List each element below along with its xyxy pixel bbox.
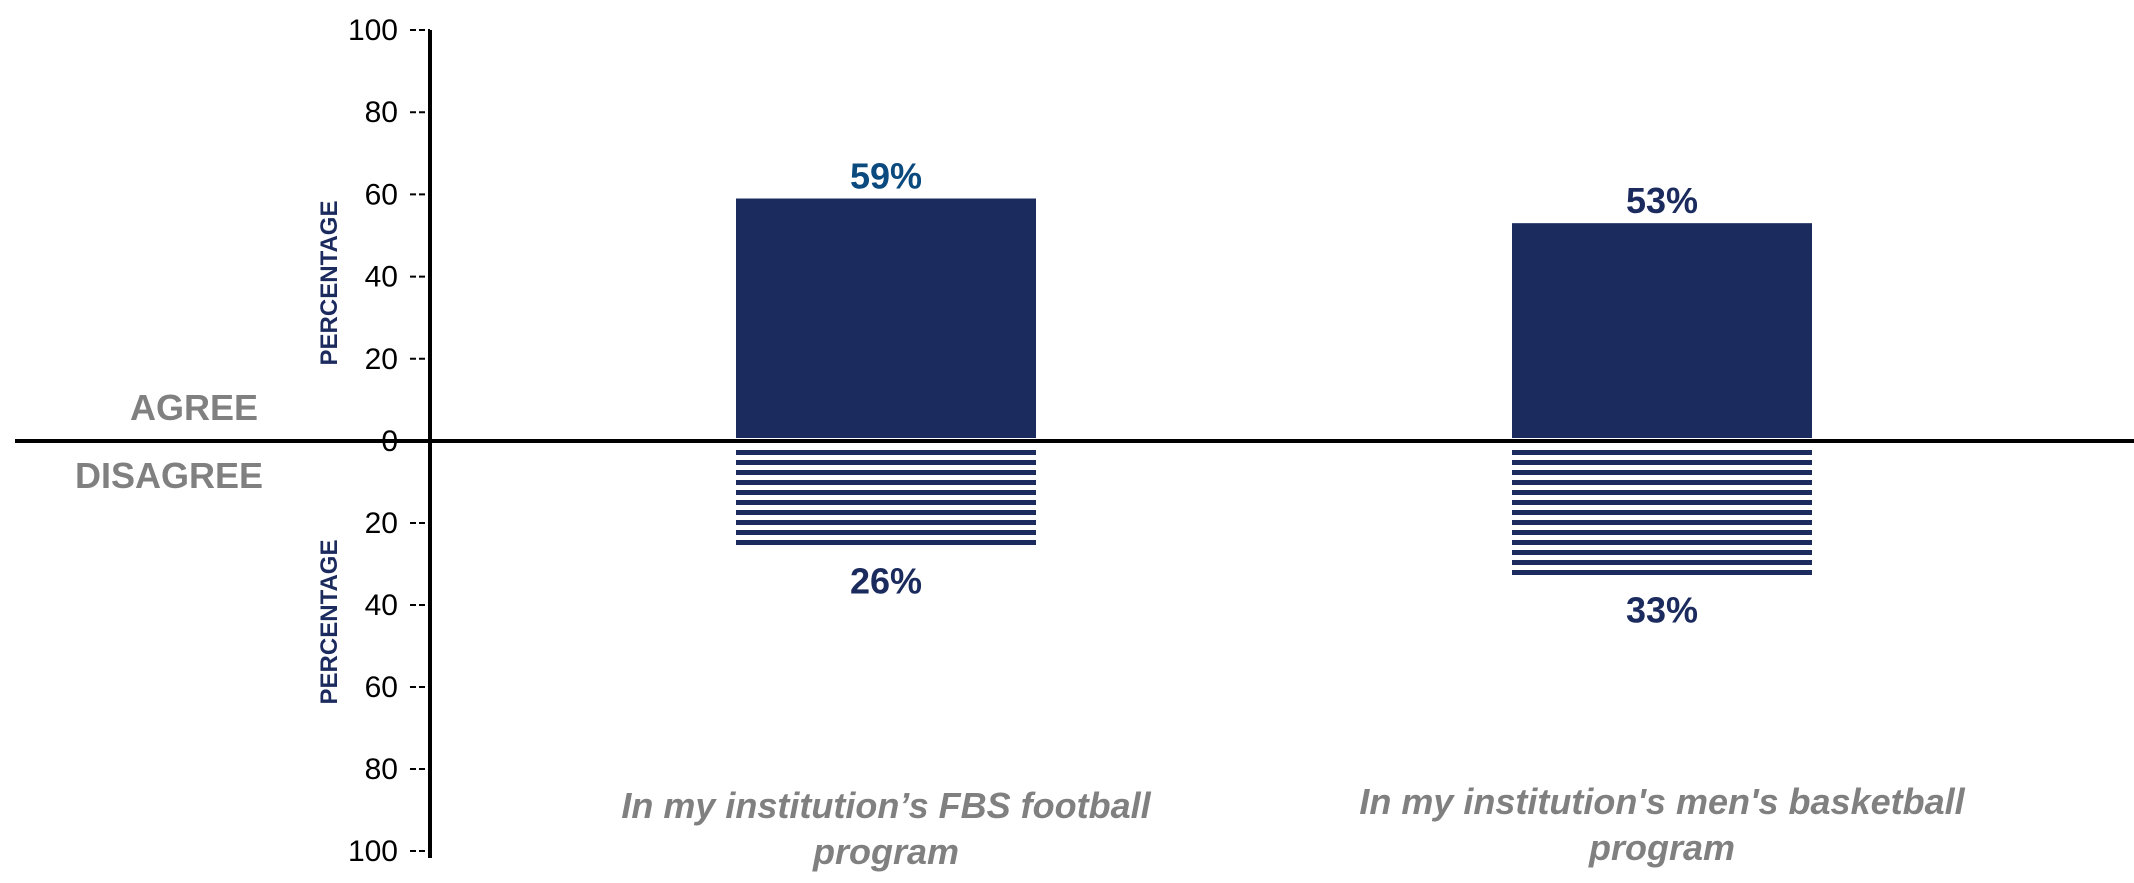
- category-label: program: [1588, 827, 1735, 868]
- bar-disagree: [736, 446, 1036, 548]
- disagree-label: DISAGREE: [75, 455, 263, 496]
- y-tick-label: 100: [348, 835, 398, 868]
- bar-agree: [1512, 223, 1812, 438]
- category-label: In my institution's men's basketball: [1359, 781, 1965, 822]
- category-label: program: [812, 831, 959, 872]
- y-tick-label: 40: [365, 261, 398, 294]
- y-tick-label: 80: [365, 753, 398, 786]
- data-label-disagree: 33%: [1626, 589, 1698, 630]
- bar-disagree: [1512, 446, 1812, 577]
- agree-label: AGREE: [130, 387, 258, 428]
- y-tick-label: 20: [365, 507, 398, 540]
- data-label-agree: 59%: [850, 156, 922, 197]
- y-tick-label: 60: [365, 178, 398, 211]
- bars-layer: [736, 198, 1812, 577]
- y-axis-title-lower: PERCENTAGE: [316, 540, 343, 705]
- bar-agree: [736, 198, 1036, 438]
- data-label-agree: 53%: [1626, 180, 1698, 221]
- y-tick-label: 40: [365, 589, 398, 622]
- y-axis-ticks: 100 80 60 40 20 0 20 40 60 80 100: [348, 14, 430, 868]
- y-tick-label: 0: [381, 425, 398, 458]
- labels-layer: 59% 26% In my institution’s FBS football pr…: [621, 156, 1965, 872]
- y-tick-label: 20: [365, 343, 398, 376]
- y-tick-label: 60: [365, 671, 398, 704]
- y-tick-label: 100: [348, 14, 398, 47]
- data-label-disagree: 26%: [850, 561, 922, 602]
- y-axis-title-upper: PERCENTAGE: [316, 201, 343, 366]
- y-tick-label: 80: [365, 96, 398, 129]
- category-label: In my institution’s FBS football: [621, 785, 1151, 826]
